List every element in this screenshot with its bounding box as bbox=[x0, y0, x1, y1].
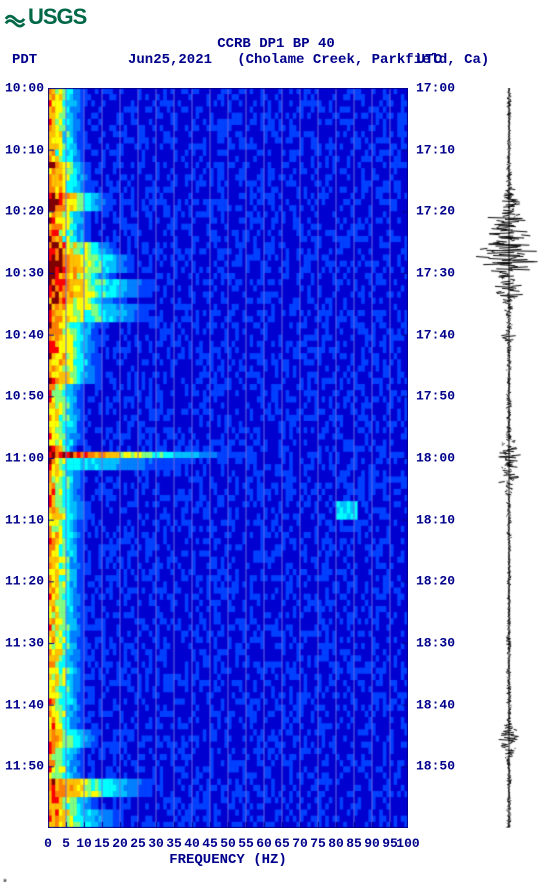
y-tick-left: 11:20 bbox=[5, 574, 44, 589]
y-tick-left: 11:50 bbox=[5, 759, 44, 774]
y-axis-left: 10:0010:1010:2010:3010:4010:5011:0011:10… bbox=[0, 88, 46, 828]
footnote: * bbox=[2, 879, 8, 890]
x-tick: 5 bbox=[62, 836, 70, 851]
y-tick-left: 11:40 bbox=[5, 697, 44, 712]
y-tick-right: 17:40 bbox=[416, 327, 455, 342]
logo-text: USGS bbox=[28, 4, 86, 30]
y-tick-right: 17:50 bbox=[416, 389, 455, 404]
x-tick: 35 bbox=[166, 836, 182, 851]
y-tick-right: 18:40 bbox=[416, 697, 455, 712]
x-tick: 70 bbox=[292, 836, 308, 851]
x-tick: 40 bbox=[184, 836, 200, 851]
y-tick-right: 17:20 bbox=[416, 204, 455, 219]
y-tick-left: 10:30 bbox=[5, 266, 44, 281]
x-tick: 50 bbox=[220, 836, 236, 851]
x-tick: 55 bbox=[238, 836, 254, 851]
x-tick: 10 bbox=[76, 836, 92, 851]
x-tick: 15 bbox=[94, 836, 110, 851]
x-tick: 90 bbox=[364, 836, 380, 851]
x-tick: 80 bbox=[328, 836, 344, 851]
y-tick-right: 17:10 bbox=[416, 142, 455, 157]
waveform-trace bbox=[470, 88, 548, 828]
x-tick: 0 bbox=[44, 836, 52, 851]
page-root: USGS CCRB DP1 BP 40 PDT Jun25,2021 (Chol… bbox=[0, 0, 552, 892]
y-tick-right: 18:50 bbox=[416, 759, 455, 774]
y-tick-right: 18:00 bbox=[416, 451, 455, 466]
usgs-logo: USGS bbox=[4, 4, 86, 30]
y-tick-left: 10:00 bbox=[5, 81, 44, 96]
x-tick: 20 bbox=[112, 836, 128, 851]
x-axis-label: FREQUENCY (HZ) bbox=[48, 852, 408, 868]
y-tick-left: 10:10 bbox=[5, 142, 44, 157]
x-tick: 65 bbox=[274, 836, 290, 851]
y-tick-left: 11:30 bbox=[5, 636, 44, 651]
y-tick-right: 18:30 bbox=[416, 636, 455, 651]
x-axis: FREQUENCY (HZ) 0510152025303540455055606… bbox=[48, 828, 408, 868]
x-tick: 45 bbox=[202, 836, 218, 851]
spectrogram-plot bbox=[48, 88, 408, 828]
x-tick: 60 bbox=[256, 836, 272, 851]
y-tick-right: 17:00 bbox=[416, 81, 455, 96]
y-tick-left: 10:40 bbox=[5, 327, 44, 342]
timezone-right: UTC bbox=[417, 52, 442, 68]
y-tick-left: 11:10 bbox=[5, 512, 44, 527]
y-axis-right: 17:0017:1017:2017:3017:4017:5018:0018:10… bbox=[414, 88, 464, 828]
timezone-left: PDT bbox=[12, 52, 37, 68]
x-tick: 100 bbox=[396, 836, 419, 851]
x-tick: 75 bbox=[310, 836, 326, 851]
y-tick-right: 17:30 bbox=[416, 266, 455, 281]
wave-icon bbox=[4, 6, 26, 28]
chart-title: CCRB DP1 BP 40 bbox=[0, 36, 552, 52]
date-text: Jun25,2021 bbox=[128, 52, 212, 68]
y-tick-left: 10:50 bbox=[5, 389, 44, 404]
x-tick: 30 bbox=[148, 836, 164, 851]
y-tick-right: 18:20 bbox=[416, 574, 455, 589]
location-text: (Cholame Creek, Parkfield, Ca) bbox=[237, 52, 489, 68]
y-tick-right: 18:10 bbox=[416, 512, 455, 527]
x-tick: 85 bbox=[346, 836, 362, 851]
y-tick-left: 10:20 bbox=[5, 204, 44, 219]
x-tick: 25 bbox=[130, 836, 146, 851]
y-tick-left: 11:00 bbox=[5, 451, 44, 466]
